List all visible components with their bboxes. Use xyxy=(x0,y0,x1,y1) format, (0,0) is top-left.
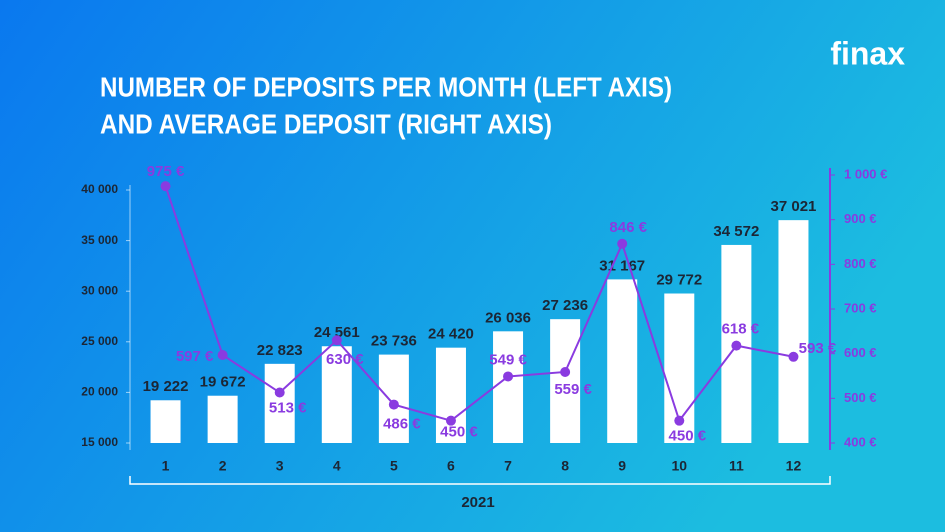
x-tick-label: 6 xyxy=(447,458,455,474)
bar-value-label: 19 672 xyxy=(200,374,246,391)
line-value-label: 549 € xyxy=(489,351,527,368)
line-point xyxy=(217,350,228,361)
bar xyxy=(264,363,295,443)
bar xyxy=(378,354,409,443)
bar-value-label: 24 420 xyxy=(428,326,474,343)
line-point xyxy=(674,415,685,426)
line-point xyxy=(731,340,742,351)
line-value-label: 846 € xyxy=(609,219,647,236)
bar-value-label: 27 236 xyxy=(542,297,588,314)
y2-tick-label: 900 € xyxy=(844,211,877,226)
x-tick-label: 7 xyxy=(504,458,512,474)
x-tick-label: 10 xyxy=(672,458,688,474)
bar-value-label: 23 736 xyxy=(371,333,417,350)
line-value-label: 513 € xyxy=(269,399,307,416)
bar-value-label: 19 222 xyxy=(143,378,189,395)
line-value-label: 450 € xyxy=(440,424,478,441)
x-tick-label: 1 xyxy=(162,458,170,474)
line-value-label: 597 € xyxy=(176,348,214,365)
x-bracket xyxy=(129,476,831,485)
y-tick-label: 40 000 xyxy=(81,182,118,196)
line-value-label: 450 € xyxy=(669,428,707,445)
bar-value-label: 29 772 xyxy=(656,271,702,288)
line-point xyxy=(331,335,342,346)
chart-title: AND AVERAGE DEPOSIT (RIGHT AXIS) xyxy=(100,108,552,139)
y2-tick-label: 800 € xyxy=(844,256,877,271)
y2-tick-label: 400 € xyxy=(844,434,877,449)
line xyxy=(164,185,794,423)
y2-tick-label: 1 000 € xyxy=(844,166,887,181)
line-value-label: 630 € xyxy=(326,351,364,368)
x-tick-label: 12 xyxy=(786,458,802,474)
line-point xyxy=(445,415,456,426)
line-point xyxy=(274,387,285,398)
bar xyxy=(607,279,638,443)
line-value-label: 618 € xyxy=(722,321,760,338)
brand-logo: finax xyxy=(830,35,905,71)
bar-value-label: 34 572 xyxy=(713,223,759,240)
line-point xyxy=(388,399,399,410)
y-tick-label: 15 000 xyxy=(81,435,118,449)
line-value-label: 486 € xyxy=(383,416,421,433)
y-tick-label: 25 000 xyxy=(81,334,118,348)
x-axis-label: 2021 xyxy=(461,494,494,511)
line-point xyxy=(160,181,171,192)
line-point xyxy=(617,238,628,249)
x-tick-label: 8 xyxy=(561,458,569,474)
bar xyxy=(435,347,466,443)
bar xyxy=(321,346,352,443)
line-value-label: 975 € xyxy=(147,163,185,180)
bar xyxy=(493,331,524,443)
y-tick-label: 35 000 xyxy=(81,233,118,247)
y2-tick-label: 700 € xyxy=(844,300,877,315)
line-value-label: 559 € xyxy=(554,381,592,398)
x-tick-label: 5 xyxy=(390,458,398,474)
x-tick-label: 9 xyxy=(618,458,626,474)
bar-value-label: 37 021 xyxy=(771,198,817,215)
y2-tick-label: 600 € xyxy=(844,345,877,360)
bar xyxy=(550,319,581,443)
x-tick-label: 11 xyxy=(729,458,744,474)
line-point xyxy=(788,351,799,362)
y-tick-label: 30 000 xyxy=(81,283,118,297)
bar-value-label: 24 561 xyxy=(314,324,360,341)
bar xyxy=(778,220,809,443)
x-tick-label: 4 xyxy=(333,458,341,474)
bar xyxy=(150,400,181,443)
line-point xyxy=(560,366,571,377)
bar-value-label: 31 167 xyxy=(599,257,645,274)
bar-value-label: 22 823 xyxy=(257,342,303,359)
chart-title: NUMBER OF DEPOSITS PER MONTH (LEFT AXIS) xyxy=(100,71,672,102)
y2-tick-label: 500 € xyxy=(844,390,877,405)
line-point xyxy=(503,371,514,382)
x-tick-label: 2 xyxy=(219,458,227,474)
line-value-label: 593 € xyxy=(799,340,837,357)
bar xyxy=(207,395,238,443)
y-tick-label: 20 000 xyxy=(81,385,118,399)
bar-value-label: 26 036 xyxy=(485,309,531,326)
x-tick-label: 3 xyxy=(276,458,284,474)
